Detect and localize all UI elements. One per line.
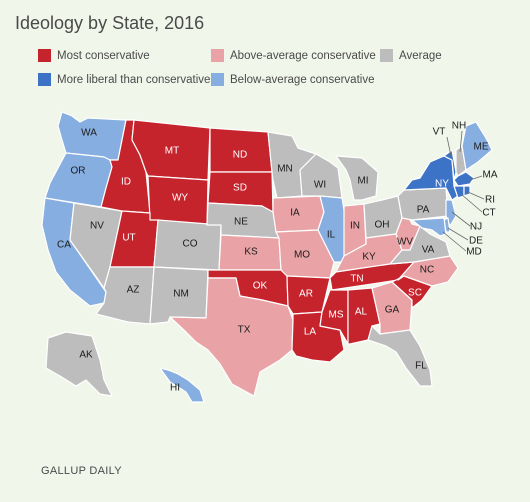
label-HI: HI [170, 383, 180, 394]
legend-label-most-conservative: Most conservative [57, 49, 150, 62]
label-UT: UT [122, 233, 135, 244]
state-MD[interactable] [411, 217, 447, 237]
state-WI[interactable] [299, 153, 343, 199]
legend-swatch-above-average-conservative [211, 49, 224, 62]
label-ME: ME [474, 142, 489, 153]
state-FL[interactable] [367, 325, 433, 387]
legend-item-below-average-conservative: Below-average conservative [211, 73, 374, 86]
label-IL: IL [327, 230, 336, 241]
state-RI[interactable] [463, 185, 471, 197]
state-MI[interactable] [335, 155, 379, 201]
label-IN: IN [350, 221, 360, 232]
label-VA: VA [422, 245, 435, 256]
label-MI: MI [357, 176, 368, 187]
legend-swatch-average [380, 49, 393, 62]
callout-line-NH [459, 130, 463, 153]
label-ND: ND [233, 150, 247, 161]
state-NH[interactable] [455, 145, 467, 177]
label-TX: TX [238, 325, 251, 336]
label-NH: NH [452, 121, 466, 132]
label-CT: CT [482, 208, 495, 219]
label-MT: MT [165, 146, 179, 157]
label-ID: ID [121, 177, 131, 188]
state-TX[interactable] [169, 277, 294, 397]
label-LA: LA [304, 327, 317, 338]
state-AK[interactable] [45, 331, 113, 397]
legend-item-most-conservative: Most conservative [38, 49, 150, 62]
state-ME[interactable] [461, 121, 493, 171]
label-NV: NV [90, 221, 104, 232]
legend-swatch-below-average-conservative [211, 73, 224, 86]
label-AR: AR [299, 289, 313, 300]
label-CO: CO [183, 239, 198, 250]
label-MA: MA [483, 170, 498, 181]
legend-item-average: Average [380, 49, 442, 62]
label-WA: WA [81, 128, 97, 139]
label-NE: NE [234, 217, 248, 228]
label-DE: DE [469, 236, 483, 247]
label-WY: WY [172, 193, 188, 204]
label-MD: MD [466, 247, 482, 258]
label-TN: TN [350, 274, 363, 285]
label-VT: VT [433, 127, 446, 138]
label-MO: MO [294, 250, 310, 261]
label-AK: AK [79, 350, 93, 361]
legend-swatch-more-liberal [38, 73, 51, 86]
callout-line-DE [447, 227, 469, 241]
label-NY: NY [435, 179, 449, 190]
callout-line-RI [467, 191, 485, 200]
chart-title: Ideology by State, 2016 [15, 13, 205, 33]
state-HI[interactable] [159, 367, 205, 403]
legend-label-above-average-conservative: Above-average conservative [230, 49, 376, 62]
label-RI: RI [485, 195, 495, 206]
state-OR[interactable] [44, 152, 113, 208]
label-KS: KS [244, 247, 258, 258]
legend-label-average: Average [399, 49, 442, 62]
label-KY: KY [362, 252, 376, 263]
callout-line-VT [446, 136, 452, 157]
label-AL: AL [355, 307, 368, 318]
legend-item-above-average-conservative: Above-average conservative [211, 49, 376, 62]
label-PA: PA [417, 205, 430, 216]
legend-item-more-liberal: More liberal than conservative [38, 73, 210, 86]
label-MN: MN [277, 164, 293, 175]
label-NC: NC [420, 265, 434, 276]
callout-line-NJ [451, 211, 471, 227]
label-CA: CA [57, 240, 71, 251]
label-SC: SC [408, 288, 422, 299]
label-SD: SD [233, 183, 247, 194]
label-OK: OK [253, 281, 268, 292]
label-OR: OR [71, 166, 86, 177]
label-IA: IA [290, 208, 300, 219]
legend-label-below-average-conservative: Below-average conservative [230, 73, 375, 86]
legend-label-more-liberal: More liberal than conservative [57, 73, 211, 86]
label-OH: OH [375, 220, 390, 231]
state-IL[interactable] [317, 195, 347, 263]
legend-swatch-most-conservative [38, 49, 51, 62]
label-NJ: NJ [470, 222, 482, 233]
label-GA: GA [385, 305, 400, 316]
label-WI: WI [314, 180, 326, 191]
callout-line-MA [469, 175, 483, 181]
label-MS: MS [329, 310, 344, 321]
label-FL: FL [415, 361, 427, 372]
label-AZ: AZ [127, 285, 140, 296]
callout-line-MD [442, 231, 467, 252]
callout-line-CT [460, 193, 483, 213]
source-note: GALLUP DAILY [41, 465, 122, 477]
label-WV: WV [397, 237, 413, 248]
label-NM: NM [173, 289, 189, 300]
state-VT[interactable] [443, 149, 457, 181]
